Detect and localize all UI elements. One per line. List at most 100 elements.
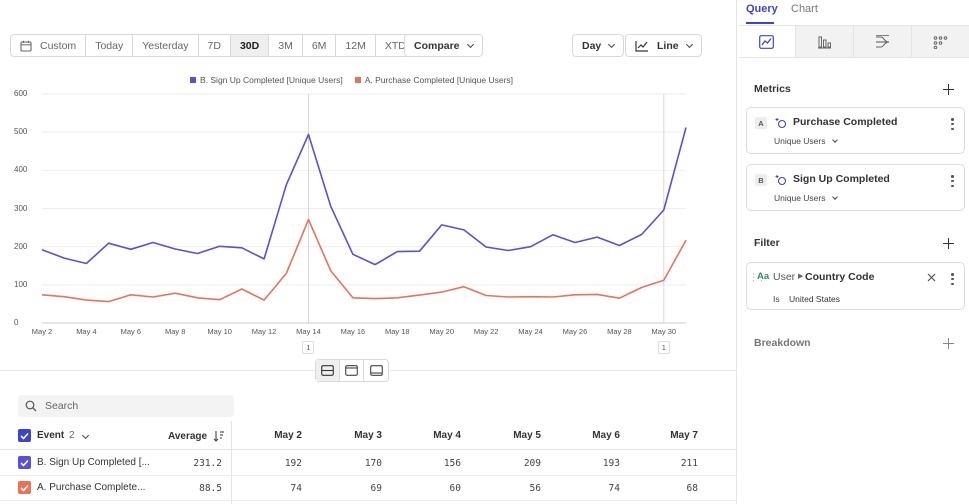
search-placeholder: Search <box>45 400 79 412</box>
chevron-down-icon <box>831 137 838 143</box>
compare-button[interactable]: Compare <box>404 34 483 57</box>
row-value-cell: 68 <box>686 483 698 494</box>
legend-item[interactable]: A. Purchase Completed [Unique Users] <box>354 75 513 85</box>
bar-chart-icon <box>818 36 831 49</box>
range-3m-button[interactable]: 3M <box>269 35 303 56</box>
y-tick-label: 300 <box>14 203 28 213</box>
x-tick-label: May 8 <box>165 327 186 336</box>
add-filter-icon[interactable] <box>943 238 954 249</box>
more-options-icon[interactable] <box>951 118 954 130</box>
x-tick-label: May 20 <box>429 327 455 336</box>
table-view-icon <box>369 365 383 376</box>
date-column-header[interactable]: May 2 <box>274 430 302 441</box>
more-options-icon[interactable] <box>951 175 954 187</box>
check-icon <box>20 484 29 492</box>
annotation-marker[interactable]: 1 <box>302 341 315 354</box>
table-view-button[interactable] <box>364 360 388 381</box>
date-column-header[interactable]: May 7 <box>670 430 698 441</box>
table-row: B. Sign Up Completed [... 231.2 192 170 156 2… <box>0 451 737 476</box>
y-tick-label: 0 <box>14 318 19 327</box>
filter-operator[interactable]: Is <box>773 294 780 304</box>
range-12m-button[interactable]: 12M <box>336 35 376 56</box>
table-search-input[interactable]: Search <box>18 395 234 417</box>
more-options-icon[interactable] <box>951 273 954 285</box>
legend-swatch <box>354 77 361 83</box>
event-column-header[interactable]: Event 2 <box>37 430 90 441</box>
metric-card-a[interactable]: A Purchase Completed Unique Users <box>746 107 965 154</box>
row-event-name[interactable]: B. Sign Up Completed [... <box>37 457 150 468</box>
split-view-button[interactable] <box>316 360 340 381</box>
legend-item[interactable]: B. Sign Up Completed [Unique Users] <box>190 75 343 85</box>
row-average: 88.5 <box>199 483 222 494</box>
x-tick-label: May 22 <box>473 327 499 336</box>
row-checkbox[interactable] <box>18 456 31 469</box>
tab-query[interactable]: Query <box>746 3 778 15</box>
report-type-insights[interactable] <box>738 26 795 57</box>
range-custom-label: Custom <box>40 39 77 52</box>
x-tick-label: May 12 <box>251 327 277 336</box>
date-column-header[interactable]: May 3 <box>354 430 382 441</box>
series-line-0[interactable] <box>41 127 687 266</box>
row-checkbox[interactable] <box>18 481 31 494</box>
metric-name: Sign Up Completed <box>793 173 890 185</box>
date-column-header[interactable]: May 5 <box>513 430 541 441</box>
date-range-selector: Custom Today Yesterday 7D 30D 3M 6M 12M … <box>10 34 424 57</box>
event-header-label: Event <box>37 430 65 441</box>
x-tick-label: May 6 <box>120 327 142 336</box>
date-column-header[interactable]: May 4 <box>433 430 461 441</box>
report-type-funnels[interactable] <box>795 26 853 57</box>
row-event-name[interactable]: A. Purchase Complete... <box>37 482 146 493</box>
filter-card[interactable]: ⋮⋮ Aa User ▶ Country Code Is United Stat… <box>746 262 965 310</box>
add-breakdown-icon[interactable] <box>943 338 954 349</box>
metric-measure-dropdown[interactable]: Unique Users <box>774 136 838 146</box>
table-column-divider <box>231 421 232 504</box>
drag-handle-icon[interactable]: ⋮⋮ <box>749 272 766 282</box>
report-type-flows[interactable] <box>853 26 911 57</box>
x-tick-label: May 4 <box>76 327 97 336</box>
event-count: 2 <box>69 430 75 441</box>
calendar-icon <box>20 40 32 52</box>
range-6m-button[interactable]: 6M <box>303 35 337 56</box>
row-value-cell: 69 <box>370 483 382 494</box>
compare-label: Compare <box>414 39 460 52</box>
series-line-1[interactable] <box>41 218 687 303</box>
range-30d-button[interactable]: 30D <box>230 35 270 56</box>
x-tick-label: May 28 <box>607 327 632 336</box>
text-type-icon: Aa <box>757 271 770 282</box>
tab-chart[interactable]: Chart <box>791 3 818 15</box>
close-icon[interactable] <box>927 273 936 282</box>
add-metric-icon[interactable] <box>943 84 954 95</box>
average-header-label: Average <box>168 430 208 442</box>
range-7d-button[interactable]: 7D <box>199 35 231 56</box>
metric-card-b[interactable]: B Sign Up Completed Unique Users <box>746 164 965 211</box>
report-type-retention[interactable] <box>911 26 969 57</box>
metric-measure-label: Unique Users <box>774 136 826 146</box>
range-custom-button[interactable]: Custom <box>11 35 87 56</box>
chart-view-button[interactable] <box>340 360 364 381</box>
date-column-header[interactable]: May 6 <box>592 430 620 441</box>
metric-measure-dropdown[interactable]: Unique Users <box>774 193 838 203</box>
x-tick-label: May 24 <box>518 327 543 336</box>
caret-right-icon: ▶ <box>798 273 804 280</box>
query-side-panel: Query Chart Metrics A Purchase Completed… <box>738 0 969 504</box>
row-value-cell: 170 <box>364 458 382 469</box>
breakdown-section-title: Breakdown <box>754 337 811 349</box>
chart-type-dropdown[interactable]: Line <box>625 34 702 57</box>
x-tick-label: May 26 <box>562 327 588 336</box>
annotation-marker[interactable]: 1 <box>657 341 670 354</box>
y-tick-label: 600 <box>14 89 28 98</box>
range-today-button[interactable]: Today <box>86 35 134 56</box>
metric-badge: A <box>755 117 767 129</box>
filter-value[interactable]: United States <box>789 294 841 304</box>
interval-dropdown[interactable]: Day <box>572 34 625 57</box>
chart-view-icon <box>345 365 358 376</box>
line-chart-icon <box>759 34 774 49</box>
average-column-header[interactable]: Average <box>168 430 225 442</box>
x-tick-label: May 16 <box>340 327 366 336</box>
select-all-checkbox[interactable] <box>18 429 31 442</box>
range-xtd-button[interactable]: XTD <box>376 35 423 56</box>
y-tick-label: 200 <box>14 241 28 251</box>
line-chart <box>41 93 687 324</box>
metric-measure-label: Unique Users <box>774 193 826 203</box>
range-yesterday-button[interactable]: Yesterday <box>133 35 199 56</box>
